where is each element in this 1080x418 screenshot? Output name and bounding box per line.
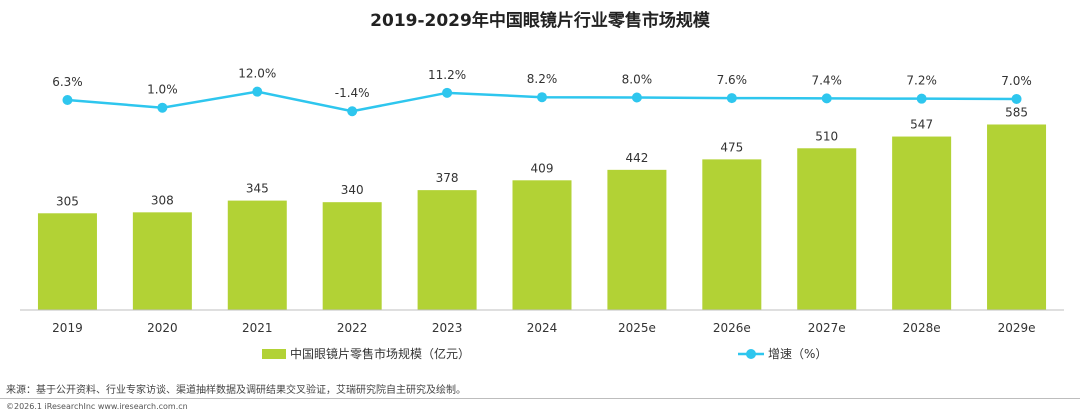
legend-bar-label: 中国眼镜片零售市场规模（亿元） <box>290 346 470 361</box>
legend: 中国眼镜片零售市场规模（亿元） 增速（%） <box>262 346 827 361</box>
bar <box>417 190 477 310</box>
x-tick-label: 2022 <box>337 321 368 335</box>
bar <box>892 136 952 310</box>
bar-value-labels: 305 308 345 340 378 409 442 475 510 547 585 <box>56 105 1028 208</box>
growth-point <box>726 93 737 104</box>
legend-line-marker <box>746 349 756 359</box>
x-tick-label: 2024 <box>527 321 558 335</box>
x-tick-label: 2023 <box>432 321 463 335</box>
growth-point <box>442 87 453 98</box>
bar-value-label: 340 <box>341 183 364 197</box>
growth-label: 1.0% <box>147 83 178 97</box>
growth-point <box>252 86 263 97</box>
bar-value-label: 442 <box>625 151 648 165</box>
copyright: ©2026.1 iResearchInc www.iresearch.com.c… <box>6 402 188 411</box>
x-tick-label: 2025e <box>618 321 656 335</box>
growth-point <box>916 93 927 104</box>
chart-title: 2019-2029年中国眼镜片行业零售市场规模 <box>370 11 710 31</box>
bar <box>987 124 1047 311</box>
bar-value-label: 475 <box>720 140 743 154</box>
bar-value-label: 378 <box>436 171 459 185</box>
growth-label: 8.0% <box>622 73 653 87</box>
x-tick-label: 2029e <box>998 321 1036 335</box>
bar-value-label: 308 <box>151 193 174 207</box>
bar-series <box>37 124 1047 311</box>
bar <box>797 148 857 310</box>
growth-label: 6.3% <box>52 75 83 89</box>
bar <box>607 169 667 310</box>
growth-label: 8.2% <box>527 72 558 86</box>
growth-label: 7.6% <box>717 73 748 87</box>
bar-value-label: 585 <box>1005 105 1028 119</box>
source-note: 来源：基于公开资料、行业专家访谈、渠道抽样数据及调研结果交叉验证，艾瑞研究院自主… <box>6 385 466 396</box>
bar-value-label: 409 <box>531 161 554 175</box>
bar <box>702 159 762 310</box>
x-tick-label: 2019 <box>52 321 83 335</box>
growth-label: 7.4% <box>811 73 842 87</box>
growth-rate-labels: 6.3% 1.0% 12.0% -1.4% 11.2% 8.2% 8.0% 7.6% 7.4% 7… <box>52 67 1032 101</box>
growth-point <box>537 92 547 103</box>
bar <box>512 180 572 310</box>
growth-point <box>1011 93 1022 104</box>
bar-value-label: 305 <box>56 194 79 208</box>
x-tick-label: 2020 <box>147 321 178 335</box>
bar-value-label: 345 <box>246 182 269 196</box>
legend-line-label: 增速（%） <box>768 347 827 361</box>
bar <box>322 202 382 310</box>
x-axis-tick-labels: 2019 2020 2021 2022 2023 2024 2025e 2026e 2027e 2… <box>52 321 1035 335</box>
growth-rate-points <box>62 86 1022 117</box>
growth-label: 7.0% <box>1001 74 1032 88</box>
bar-value-label: 510 <box>815 129 838 143</box>
growth-point <box>631 92 642 103</box>
growth-point <box>157 102 168 113</box>
growth-label: -1.4% <box>335 86 370 100</box>
growth-point <box>62 94 73 105</box>
bar <box>132 212 192 310</box>
legend-bar-swatch <box>262 349 286 359</box>
x-tick-label: 2027e <box>808 321 846 335</box>
x-tick-label: 2026e <box>713 321 751 335</box>
growth-label: 12.0% <box>238 67 276 81</box>
bar <box>37 213 97 310</box>
bar <box>227 200 287 310</box>
growth-point <box>347 106 358 117</box>
growth-point <box>821 93 832 104</box>
x-tick-label: 2028e <box>903 321 941 335</box>
footer-divider <box>0 398 1080 399</box>
growth-label: 7.2% <box>906 74 937 88</box>
bar-value-label: 547 <box>910 118 933 132</box>
x-tick-label: 2021 <box>242 321 273 335</box>
growth-label: 11.2% <box>428 68 466 82</box>
